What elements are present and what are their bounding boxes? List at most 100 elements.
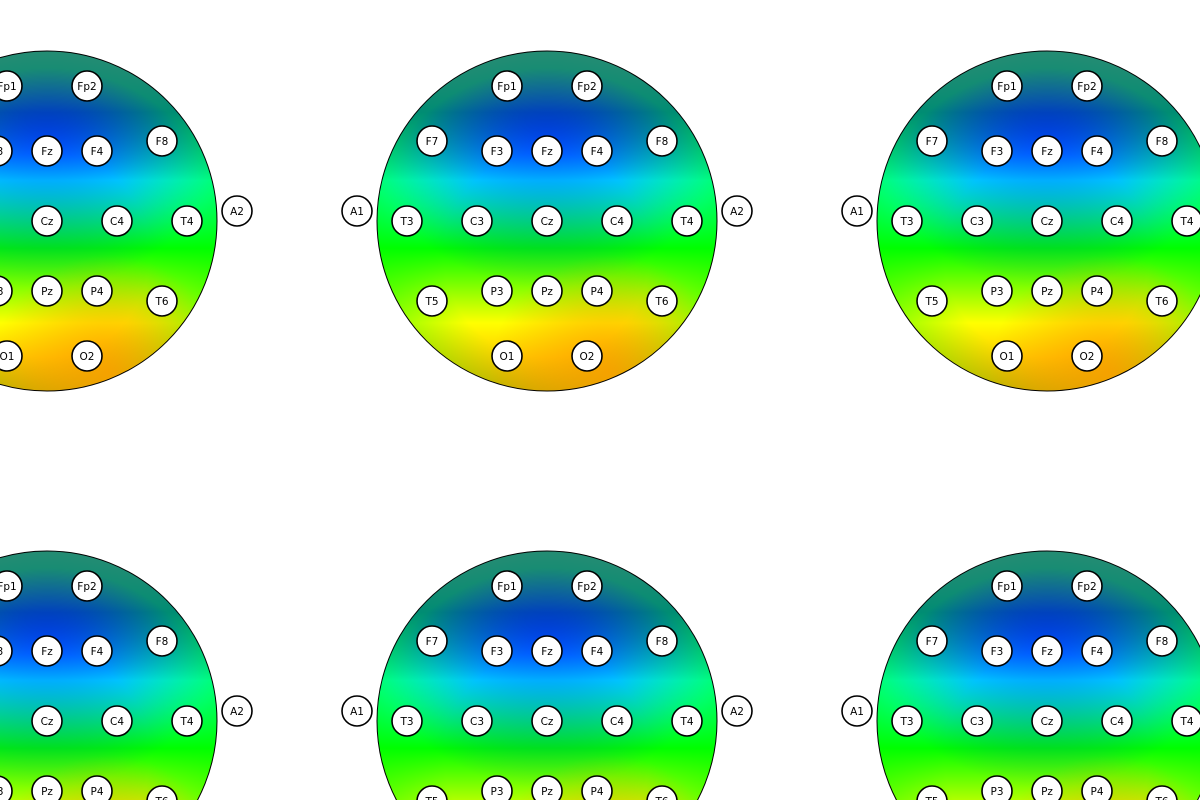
electrode-label: P4 [1090,286,1103,298]
electrode-marker [1081,275,1113,307]
electrode-marker [571,70,603,102]
electrode-marker [1146,125,1178,157]
electrode-label: Cz [41,216,54,228]
electrode-marker [171,705,203,737]
electrode-label: Fp2 [577,581,596,593]
electrode-marker [981,135,1013,167]
electrode-label: F8 [156,136,169,148]
electrode-label: Fp2 [1077,581,1096,593]
electrode-label: F4 [91,646,104,658]
electrode-t6: T6 [1146,285,1178,317]
electrode-label: F8 [656,136,669,148]
electrode-label: O1 [0,351,14,363]
electrode-label: T3 [399,216,413,228]
electrode-marker [491,570,523,602]
electrode-marker [0,635,13,667]
electrode-cz: Cz [31,205,63,237]
electrode-t3: T3 [391,705,423,737]
electrode-label: T4 [1179,216,1193,228]
electrode-label: C3 [970,716,984,728]
electrode-p4: P4 [81,275,113,307]
head-outline [0,50,218,392]
electrode-fz: Fz [31,135,63,167]
electrode-marker [81,275,113,307]
electrode-label: Cz [1041,216,1054,228]
electrode-label: T3 [899,716,913,728]
electrode-marker [916,625,948,657]
electrode-marker [671,705,703,737]
electrode-label: Fz [1041,146,1053,158]
electrode-f4: F4 [581,635,613,667]
electrode-marker [1171,205,1200,237]
electrode-marker [31,705,63,737]
electrode-label: T6 [654,796,668,800]
electrode-label: O2 [80,351,95,363]
electrode-marker [171,205,203,237]
electrode-marker [0,275,13,307]
electrode-marker [1171,705,1200,737]
electrode-marker [101,205,133,237]
electrode-f7: F7 [416,625,448,657]
topomap-1: Fp1Fp2F7F3FzF4F8A1T3C3CzC4T4A2T5P3PzP4T6… [0,21,253,421]
electrode-f3: F3 [981,635,1013,667]
electrode-marker [391,205,423,237]
electrode-label: T5 [424,796,438,800]
electrode-marker [646,625,678,657]
electrode-f7: F7 [916,125,948,157]
electrode-label: T4 [1179,716,1193,728]
electrode-marker [571,340,603,372]
electrode-t4: T4 [671,705,703,737]
topomap-svg: Fp1Fp2F7F3FzF4F8A1T3C3CzC4T4A2T5P3PzP4T6… [841,550,1200,800]
head-outline [876,50,1200,392]
electrode-marker [0,340,23,372]
electrode-label: Fp1 [997,581,1016,593]
electrode-f7: F7 [916,625,948,657]
electrode-label: T6 [154,796,168,800]
electrode-p3: P3 [0,275,13,307]
electrode-t5: T5 [416,785,448,800]
electrode-label: Cz [541,216,554,228]
electrode-cz: Cz [531,705,563,737]
electrode-t3: T3 [891,705,923,737]
electrode-label: Fp1 [0,581,17,593]
electrode-label: Pz [41,786,53,798]
electrode-marker [981,775,1013,800]
electrode-marker [1081,635,1113,667]
electrode-marker [0,775,13,800]
electrode-p3: P3 [0,775,13,800]
electrode-label: T5 [424,296,438,308]
electrode-label: F8 [656,636,669,648]
electrode-marker [841,195,873,227]
electrode-label: P4 [1090,786,1103,798]
electrode-f4: F4 [581,135,613,167]
electrode-label: F4 [1091,146,1104,158]
electrode-marker [571,570,603,602]
topomap-svg: Fp1Fp2F7F3FzF4F8A1T3C3CzC4T4A2T5P3PzP4T6… [0,50,253,392]
electrode-fp1: Fp1 [491,70,523,102]
electrode-label: Fp1 [997,81,1016,93]
electrode-label: Fz [541,646,553,658]
electrode-f3: F3 [0,635,13,667]
electrode-marker [146,285,178,317]
electrode-label: A1 [350,206,364,218]
electrode-marker [416,125,448,157]
electrode-marker [1146,785,1178,800]
electrode-marker [1031,705,1063,737]
electrode-marker [101,705,133,737]
electrode-f3: F3 [481,635,513,667]
electrode-label: F8 [156,636,169,648]
electrode-marker [916,125,948,157]
electrode-label: F3 [991,646,1004,658]
electrode-t5: T5 [916,285,948,317]
electrode-marker [341,695,373,727]
electrode-marker [416,625,448,657]
electrode-a2: A2 [221,695,253,727]
electrode-label: A2 [230,706,244,718]
electrode-marker [991,570,1023,602]
electrode-label: P4 [90,286,103,298]
electrode-marker [1031,205,1063,237]
electrode-label: F4 [591,146,604,158]
electrode-label: C4 [610,716,624,728]
electrode-marker [981,275,1013,307]
